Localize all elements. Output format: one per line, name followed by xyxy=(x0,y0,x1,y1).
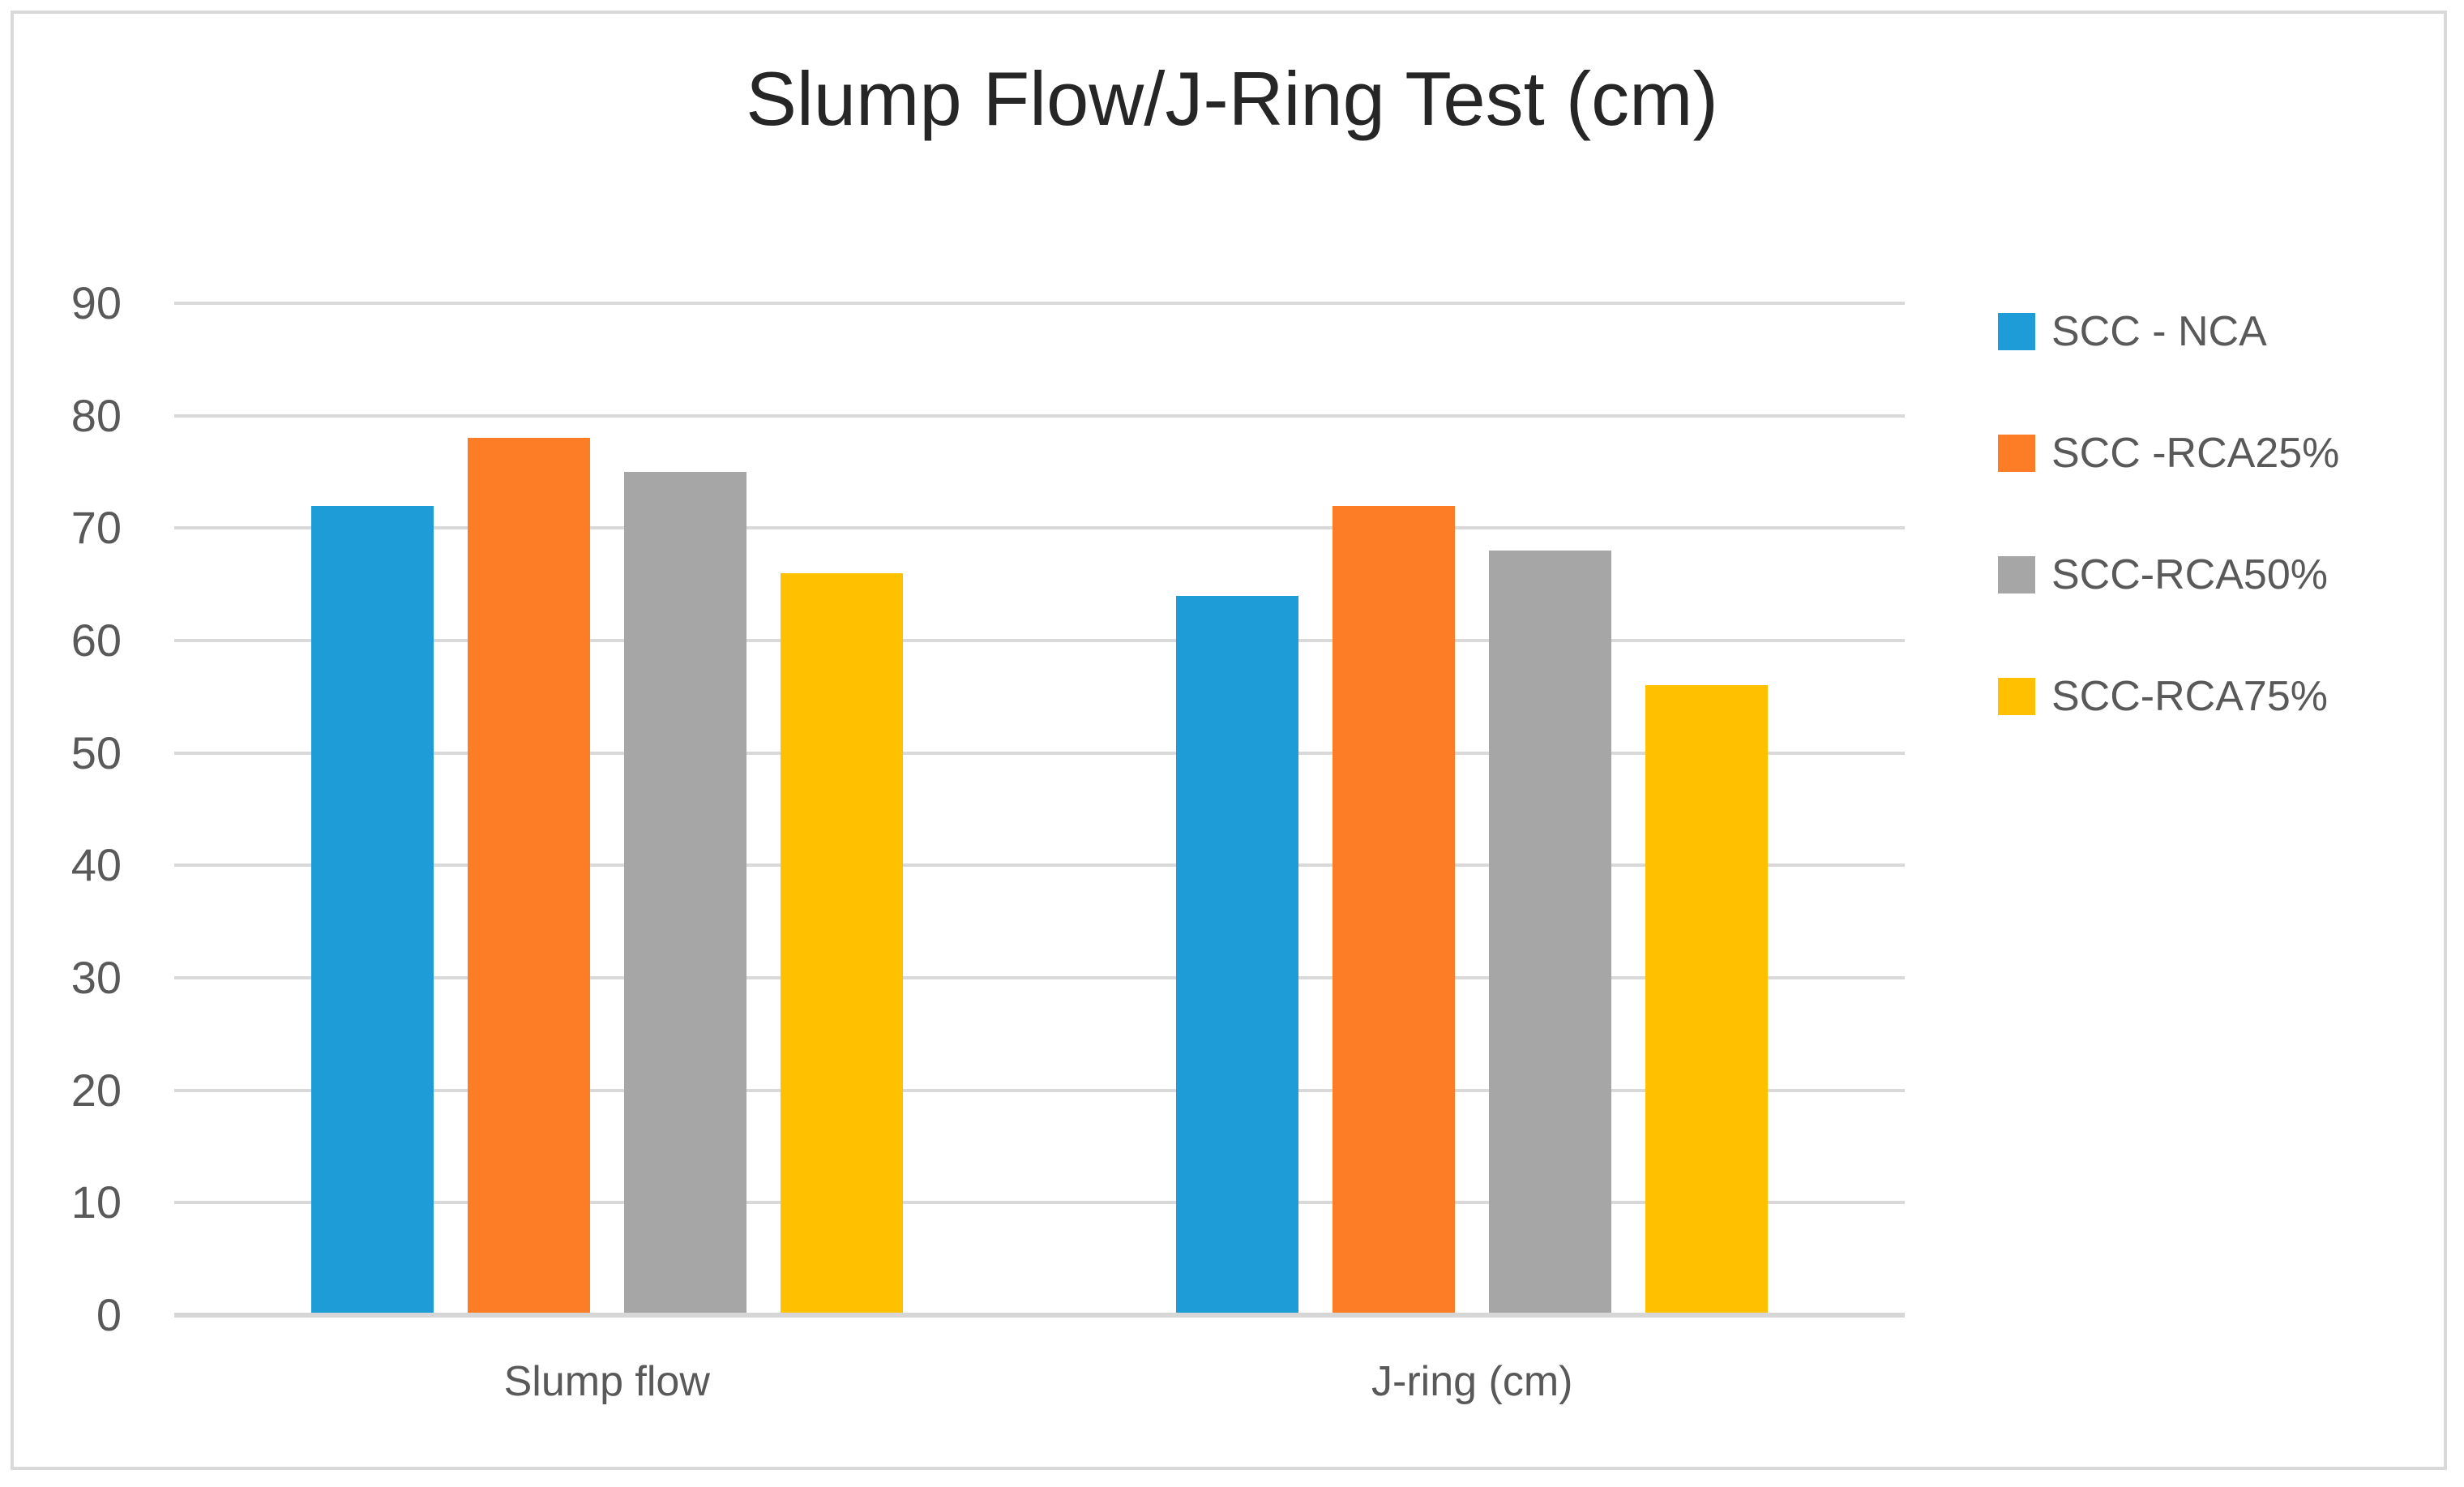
y-tick-label-70: 70 xyxy=(71,502,122,554)
y-tick-label-0: 0 xyxy=(96,1289,122,1340)
y-tick-label-50: 50 xyxy=(71,726,122,778)
y-tick-label-60: 60 xyxy=(71,615,122,666)
legend-item-scc-rca50: SCC-RCA50% xyxy=(1998,551,2339,599)
y-tick-label-30: 30 xyxy=(71,952,122,1003)
gridline-70 xyxy=(174,526,1905,530)
legend-label: SCC-RCA75% xyxy=(2051,673,2328,720)
bar-scc-rca25-slump-flow xyxy=(467,438,590,1315)
category-label-j-ring-cm: J-ring (cm) xyxy=(1371,1358,1573,1405)
y-tick-label-90: 90 xyxy=(71,277,122,328)
plot-area xyxy=(174,302,1905,1318)
bar-scc-rca75-slump-flow xyxy=(780,572,903,1315)
category-label-slump-flow: Slump flow xyxy=(503,1358,710,1405)
gridline-50 xyxy=(174,751,1905,755)
bar-scc-nca-j-ring-cm xyxy=(1176,595,1299,1315)
legend-label: SCC - NCA xyxy=(2051,308,2267,355)
gridline-0 xyxy=(174,1313,1905,1318)
legend-swatch-icon xyxy=(1998,556,2035,594)
legend-item-scc-nca: SCC - NCA xyxy=(1998,307,2339,356)
gridline-30 xyxy=(174,976,1905,979)
bar-scc-rca75-j-ring-cm xyxy=(1645,685,1769,1315)
chart-title: Slump Flow/J-Ring Test (cm) xyxy=(746,56,1718,141)
gridline-90 xyxy=(174,302,1905,305)
gridline-10 xyxy=(174,1201,1905,1205)
legend-item-scc-rca25: SCC -RCA25% xyxy=(1998,429,2339,478)
legend-label: SCC -RCA25% xyxy=(2051,430,2340,477)
legend-swatch-icon xyxy=(1998,435,2035,472)
y-tick-label-10: 10 xyxy=(71,1176,122,1228)
gridline-40 xyxy=(174,863,1905,868)
legend-swatch-icon xyxy=(1998,313,2035,350)
gridline-20 xyxy=(174,1088,1905,1092)
legend-label: SCC-RCA50% xyxy=(2051,551,2328,598)
y-tick-label-40: 40 xyxy=(71,839,122,891)
legend-swatch-icon xyxy=(1998,678,2035,715)
y-tick-label-80: 80 xyxy=(71,389,122,441)
legend-item-scc-rca75: SCC-RCA75% xyxy=(1998,672,2339,721)
chart-border xyxy=(11,11,2447,1470)
bar-scc-rca25-j-ring-cm xyxy=(1333,505,1456,1315)
y-tick-label-20: 20 xyxy=(71,1064,122,1116)
gridline-80 xyxy=(174,414,1905,418)
legend: SCC - NCA SCC -RCA25% SCC-RCA50% SCC-RCA75% xyxy=(1998,307,2339,721)
gridline-60 xyxy=(174,639,1905,642)
bar-scc-rca50-slump-flow xyxy=(623,472,746,1315)
bar-scc-nca-slump-flow xyxy=(310,505,434,1315)
bar-scc-rca50-j-ring-cm xyxy=(1489,551,1612,1315)
